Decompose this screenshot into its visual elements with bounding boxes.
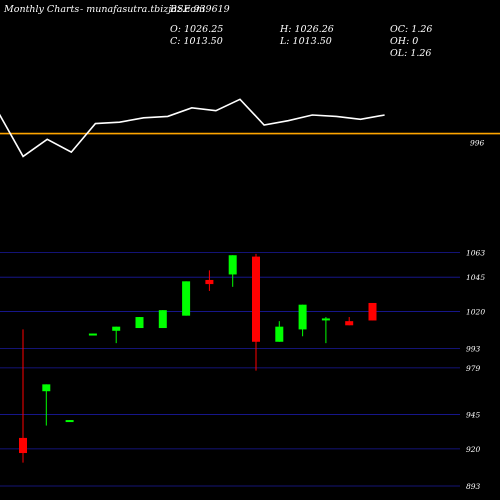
candle-body (345, 321, 354, 326)
candle (135, 317, 144, 329)
candle-body (135, 317, 144, 329)
oc-value: OC: 1.26 (390, 24, 432, 35)
candle (19, 329, 27, 463)
candle-body (228, 255, 237, 275)
candle-body (88, 333, 97, 336)
chart-header: Monthly Charts - munafasutra.tbizjaz.com… (3, 4, 432, 59)
y-tick-label: 1045 (466, 273, 485, 282)
candle-body (158, 310, 167, 329)
candle-body (205, 279, 214, 285)
high-value: H: 1026.26 (279, 24, 334, 35)
candle (252, 253, 260, 371)
candle (275, 321, 284, 342)
oh-value: OH: 0 (390, 36, 418, 47)
low-value: L: 1013.50 (279, 36, 332, 47)
candle-body (275, 326, 284, 342)
candle-body (42, 384, 51, 392)
ol-value: OL: 1.26 (390, 48, 431, 59)
candle (345, 317, 354, 326)
y-tick-label: 979 (466, 364, 481, 373)
candle-body (65, 420, 74, 423)
indicator-line (0, 98, 385, 158)
candle (88, 333, 97, 336)
y-tick-label: 920 (466, 445, 481, 454)
candle-body (321, 318, 330, 321)
indicator-panel: 996 (0, 98, 500, 158)
y-tick-label: 945 (466, 411, 481, 420)
candle-body (182, 281, 191, 316)
candle (65, 420, 74, 423)
candle-body (19, 437, 27, 454)
candle-body (252, 256, 260, 342)
site-label: - munafasutra.tbizjaz.com (80, 4, 205, 15)
candle (112, 326, 121, 344)
price-panel: 1063 1045 1020 993 979 945 920 893 (0, 248, 485, 491)
candle-body (368, 302, 377, 321)
candle (182, 281, 191, 316)
candle (368, 302, 377, 321)
symbol-label: BSE 939619 (169, 4, 230, 15)
candle (298, 304, 307, 337)
chart-title: Monthly Charts (3, 4, 79, 15)
reference-label: 996 (470, 139, 485, 148)
candle (158, 310, 167, 329)
candle-body (112, 326, 121, 331)
y-tick-label: 893 (466, 482, 481, 491)
candle (42, 384, 51, 426)
y-tick-label: 993 (466, 345, 481, 354)
open-value: O: 1026.25 (170, 24, 223, 35)
candle-body (298, 304, 307, 330)
candle (228, 255, 237, 287)
y-tick-label: 1020 (466, 308, 485, 317)
y-tick-label: 1063 (466, 248, 485, 257)
candle (321, 317, 330, 344)
candle (205, 270, 214, 291)
close-value: C: 1013.50 (170, 36, 223, 47)
